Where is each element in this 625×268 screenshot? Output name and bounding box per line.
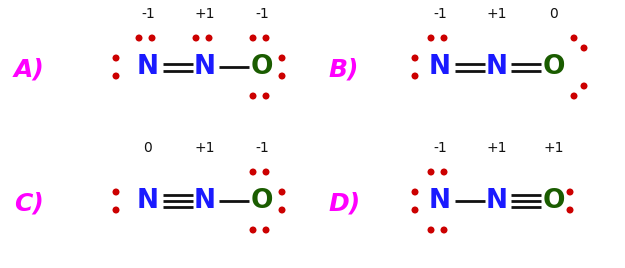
- Circle shape: [428, 226, 434, 233]
- Text: O: O: [251, 188, 273, 214]
- Circle shape: [279, 73, 286, 80]
- Circle shape: [136, 35, 142, 42]
- Text: N: N: [429, 54, 451, 80]
- Text: O: O: [542, 54, 565, 80]
- Circle shape: [411, 73, 419, 80]
- Circle shape: [112, 73, 119, 80]
- Text: 0: 0: [549, 7, 558, 21]
- Text: O: O: [542, 188, 565, 214]
- Text: C): C): [14, 192, 44, 216]
- Circle shape: [571, 92, 578, 99]
- Circle shape: [206, 35, 212, 42]
- Circle shape: [112, 54, 119, 61]
- Circle shape: [441, 169, 448, 176]
- Text: A): A): [14, 58, 45, 82]
- Text: +1: +1: [487, 7, 508, 21]
- Circle shape: [279, 207, 286, 214]
- Circle shape: [428, 35, 434, 42]
- Text: N: N: [486, 188, 508, 214]
- Circle shape: [581, 83, 587, 90]
- Circle shape: [262, 226, 269, 233]
- Circle shape: [262, 35, 269, 42]
- Circle shape: [581, 44, 587, 51]
- Text: N: N: [429, 188, 451, 214]
- Circle shape: [411, 188, 419, 195]
- Text: -1: -1: [433, 7, 447, 21]
- Circle shape: [571, 35, 578, 42]
- Text: +1: +1: [487, 141, 508, 155]
- Circle shape: [279, 188, 286, 195]
- Text: +1: +1: [195, 141, 215, 155]
- Text: N: N: [137, 54, 159, 80]
- Circle shape: [112, 188, 119, 195]
- Text: 0: 0: [144, 141, 152, 155]
- Circle shape: [441, 35, 448, 42]
- Text: -1: -1: [255, 141, 269, 155]
- Text: N: N: [194, 188, 216, 214]
- Circle shape: [428, 169, 434, 176]
- Text: N: N: [137, 188, 159, 214]
- Circle shape: [262, 92, 269, 99]
- Circle shape: [411, 207, 419, 214]
- Circle shape: [279, 54, 286, 61]
- Circle shape: [249, 169, 256, 176]
- Text: -1: -1: [433, 141, 447, 155]
- Text: -1: -1: [255, 7, 269, 21]
- Text: O: O: [251, 54, 273, 80]
- Circle shape: [192, 35, 199, 42]
- Circle shape: [249, 226, 256, 233]
- Circle shape: [566, 207, 574, 214]
- Text: +1: +1: [195, 7, 215, 21]
- Circle shape: [249, 35, 256, 42]
- Text: N: N: [486, 54, 508, 80]
- Text: -1: -1: [141, 7, 155, 21]
- Text: N: N: [194, 54, 216, 80]
- Circle shape: [249, 92, 256, 99]
- Circle shape: [566, 188, 574, 195]
- Text: B): B): [328, 58, 358, 82]
- Circle shape: [112, 207, 119, 214]
- Text: D): D): [328, 192, 360, 216]
- Circle shape: [441, 226, 448, 233]
- Circle shape: [411, 54, 419, 61]
- Circle shape: [149, 35, 156, 42]
- Circle shape: [262, 169, 269, 176]
- Text: +1: +1: [544, 141, 564, 155]
